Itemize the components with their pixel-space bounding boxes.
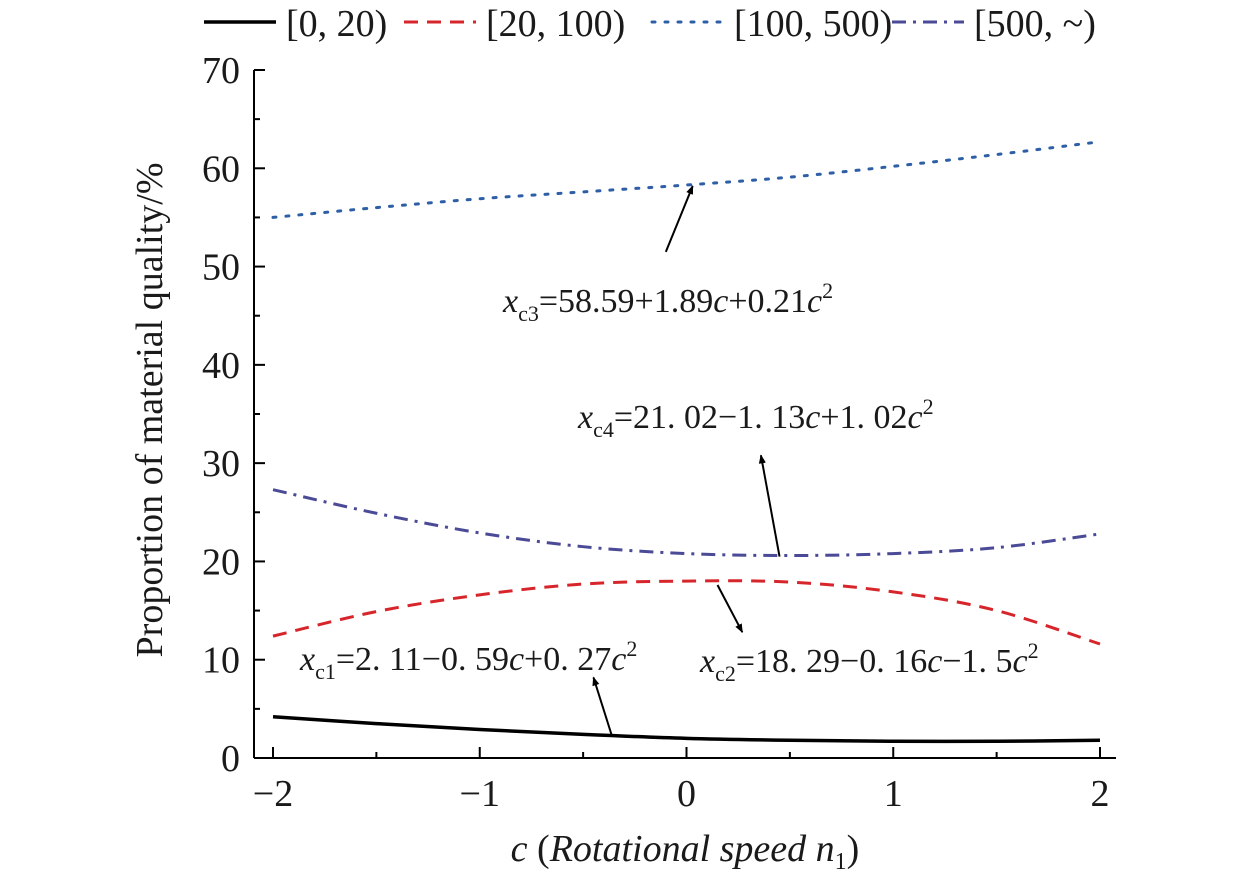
y-tick-label: 30 — [202, 443, 240, 485]
annotation-part: =2. 11−0. 59 — [336, 641, 509, 678]
annotation-part: 2 — [1028, 638, 1039, 663]
legend-label-3: [100, 500) — [734, 3, 892, 45]
legend-label-4: [500, ~) — [974, 3, 1096, 45]
annotation-part: c — [927, 643, 942, 680]
legend: [0, 20) [20, 100) [100, 500) [500, ~) — [204, 3, 1096, 45]
annotation-part: x — [699, 643, 715, 680]
y-tick-label: 60 — [202, 148, 240, 190]
annotation-part: c — [611, 641, 626, 678]
annotation-part: −1. 5 — [942, 643, 1012, 680]
annotation-arrow-xc2 — [716, 584, 744, 633]
x-axis-label-text: Rotational speed — [549, 828, 816, 870]
annotation-part: +0. 27 — [524, 641, 611, 678]
annotation-part: c — [908, 399, 923, 436]
y-tick-label: 50 — [202, 247, 240, 289]
y-tick-label: 10 — [202, 640, 240, 682]
annotation-arrow-xc1 — [592, 676, 614, 737]
annotation-part: 2 — [822, 278, 833, 303]
y-tick-label: 0 — [221, 738, 240, 780]
x-tick-label: 0 — [677, 773, 696, 815]
annotation-part: =21. 02−1. 13 — [614, 399, 805, 436]
x-axis-label-open: ( — [528, 828, 550, 870]
annotation-part: 2 — [626, 636, 637, 661]
annotation-part: x — [502, 283, 518, 320]
annotation-part: c1 — [315, 659, 336, 684]
annotation-part: c3 — [518, 301, 539, 326]
y-tick-label: 70 — [202, 50, 240, 92]
annotation-part: +1. 02 — [820, 399, 907, 436]
annotation-arrow-xc3 — [664, 185, 694, 253]
legend-label-1: [0, 20) — [286, 3, 387, 45]
x-axis-label-n: n — [816, 828, 835, 870]
x-axis-label: c (Rotational speed n1) — [511, 828, 860, 875]
series-line-1 — [272, 714, 1101, 744]
annotation-xc3: xc3=58.59+1.89c+0.21c2 — [502, 278, 833, 326]
annotation-part: c — [1013, 643, 1028, 680]
series-line-2 — [272, 579, 1101, 646]
annotation-part: =18. 29−0. 16 — [736, 643, 927, 680]
annotation-part: c — [509, 641, 524, 678]
series-line-4 — [272, 488, 1101, 558]
y-tick-label: 40 — [202, 345, 240, 387]
annotation-part: =58.59+1.89 — [539, 283, 713, 320]
annotation-xc2: xc2=18. 29−0. 16c−1. 5c2 — [699, 638, 1039, 686]
annotation-arrow-xc4 — [758, 454, 781, 557]
x-axis-label-sub: 1 — [835, 849, 847, 875]
annotation-xc1: xc1=2. 11−0. 59c+0. 27c2 — [299, 636, 637, 684]
y-tick-label: 20 — [202, 541, 240, 583]
x-tick-label: −2 — [253, 773, 293, 815]
x-axis-label-close: ) — [847, 828, 860, 870]
annotation-part: 2 — [923, 394, 934, 419]
annotation-part: x — [299, 641, 315, 678]
annotation-part: c — [713, 283, 728, 320]
x-tick-label: −1 — [460, 773, 500, 815]
y-axis-label: Proportion of material quality/% — [129, 163, 171, 658]
legend-label-2: [20, 100) — [486, 3, 625, 45]
axes: 0 10 20 30 40 50 60 70 −2 −1 0 1 2 — [202, 50, 1116, 815]
x-tick-label: 1 — [884, 773, 903, 815]
annotation-part: +0.21 — [728, 283, 807, 320]
x-tick-label: 2 — [1091, 773, 1110, 815]
x-axis-label-var: c — [511, 828, 528, 870]
annotation-part: c2 — [715, 661, 736, 686]
annotation-xc4: xc4=21. 02−1. 13c+1. 02c2 — [577, 394, 934, 442]
annotation-part: c — [807, 283, 822, 320]
annotation-part: x — [577, 399, 593, 436]
annotation-part: c4 — [593, 417, 614, 442]
annotation-part: c — [805, 399, 820, 436]
series-line-3 — [271, 140, 1102, 219]
series-group — [271, 140, 1102, 744]
